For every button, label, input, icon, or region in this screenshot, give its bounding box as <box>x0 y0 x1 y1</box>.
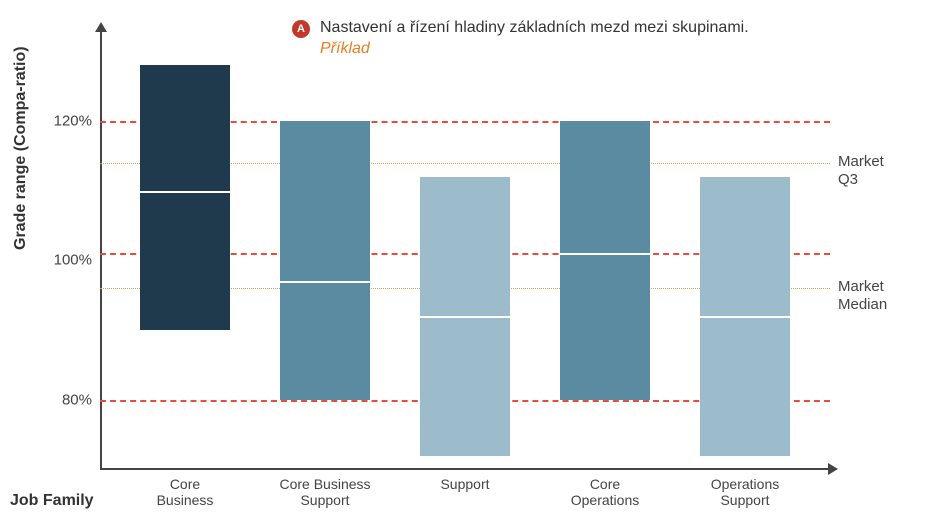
chart-container: Grade range (Compa-ratio) Job Family 80%… <box>0 0 935 528</box>
title-badge-icon: A <box>292 20 310 38</box>
category-label: CoreBusiness <box>125 476 245 508</box>
y-tick-label: 80% <box>62 392 92 409</box>
range-bar <box>280 121 370 400</box>
range-bar <box>420 177 510 456</box>
range-bar <box>140 65 230 330</box>
market-line-label: MarketQ3 <box>838 153 884 189</box>
category-label: Support <box>405 476 525 492</box>
range-bar <box>560 121 650 400</box>
bar-midpoint-line <box>560 253 650 255</box>
title-main-text: Nastavení a řízení hladiny základních me… <box>320 19 749 36</box>
y-axis-label: Grade range (Compa-ratio) <box>12 46 30 250</box>
y-axis-line <box>100 30 102 470</box>
title-emphasis-text: Příklad <box>320 40 370 57</box>
y-tick-label: 100% <box>54 252 92 269</box>
x-axis-arrow-icon <box>828 463 838 475</box>
y-axis-arrow-icon <box>95 22 107 32</box>
category-label: CoreOperations <box>545 476 665 508</box>
market-line-label: MarketMedian <box>838 278 887 314</box>
category-label: Core BusinessSupport <box>265 476 385 508</box>
bar-midpoint-line <box>420 316 510 318</box>
bar-midpoint-line <box>140 191 230 193</box>
x-axis-label: Job Family <box>10 492 94 510</box>
bar-midpoint-line <box>700 316 790 318</box>
range-bar <box>700 177 790 456</box>
chart-title: A Nastavení a řízení hladiny základních … <box>320 18 750 60</box>
category-label: OperationsSupport <box>685 476 805 508</box>
plot-area: 80%100%120%MarketQ3MarketMedianCoreBusin… <box>100 30 830 470</box>
y-tick-label: 120% <box>54 112 92 129</box>
bar-midpoint-line <box>280 281 370 283</box>
x-axis-line <box>100 468 830 470</box>
